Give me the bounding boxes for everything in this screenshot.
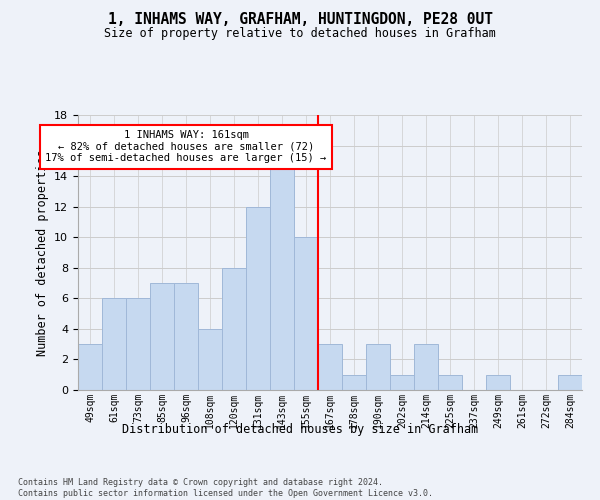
Bar xyxy=(222,268,246,390)
Bar xyxy=(342,374,366,390)
Bar xyxy=(390,374,414,390)
Text: Size of property relative to detached houses in Grafham: Size of property relative to detached ho… xyxy=(104,28,496,40)
Bar xyxy=(102,298,126,390)
Bar xyxy=(246,206,270,390)
Bar xyxy=(126,298,150,390)
Bar xyxy=(486,374,510,390)
Bar xyxy=(366,344,390,390)
Bar xyxy=(270,161,294,390)
Bar xyxy=(294,237,318,390)
Bar xyxy=(198,329,222,390)
Bar xyxy=(318,344,342,390)
Text: Contains HM Land Registry data © Crown copyright and database right 2024.
Contai: Contains HM Land Registry data © Crown c… xyxy=(18,478,433,498)
Bar xyxy=(558,374,582,390)
Bar xyxy=(414,344,438,390)
Bar xyxy=(438,374,462,390)
Y-axis label: Number of detached properties: Number of detached properties xyxy=(35,149,49,356)
Text: Distribution of detached houses by size in Grafham: Distribution of detached houses by size … xyxy=(122,422,478,436)
Text: 1 INHAMS WAY: 161sqm
← 82% of detached houses are smaller (72)
17% of semi-detac: 1 INHAMS WAY: 161sqm ← 82% of detached h… xyxy=(46,130,326,164)
Bar xyxy=(78,344,102,390)
Bar xyxy=(150,283,174,390)
Bar xyxy=(174,283,198,390)
Text: 1, INHAMS WAY, GRAFHAM, HUNTINGDON, PE28 0UT: 1, INHAMS WAY, GRAFHAM, HUNTINGDON, PE28… xyxy=(107,12,493,28)
